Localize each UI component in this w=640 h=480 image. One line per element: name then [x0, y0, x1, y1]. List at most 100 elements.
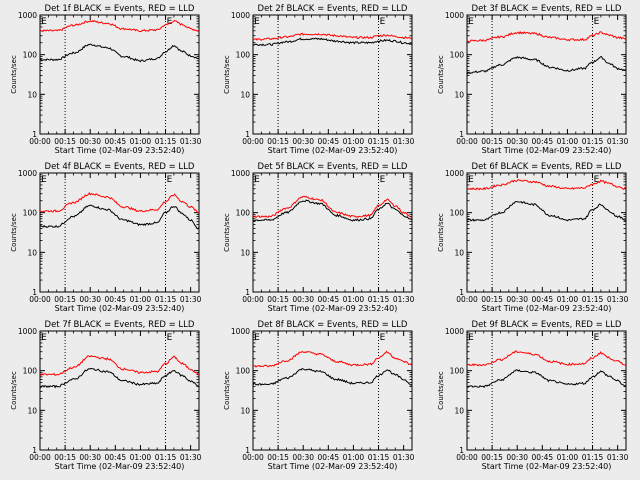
chart-panel-7: Det 7f BLACK = Events, RED = LLD 1 10 100 10… [10, 320, 202, 471]
x-tick-label: 00:45 [318, 137, 340, 146]
x-tick-label: 01:00 [130, 453, 152, 462]
x-axis-label: Start Time (02-Mar-09 23:52:40) [482, 146, 612, 155]
y-tick-label: 100 [450, 209, 465, 218]
x-tick-label: 01:00 [343, 295, 365, 304]
series-line-events [39, 367, 200, 389]
series-line-lld [252, 350, 413, 368]
x-tick-label: 01:30 [607, 295, 629, 304]
chart-panel-3: Det 3f BLACK = Events, RED = LLD 1 10 100 10… [437, 4, 629, 155]
marker-label: E [41, 175, 47, 185]
marker-label: E [594, 175, 600, 185]
series-line-lld [39, 19, 199, 33]
chart-title: Det 6f BLACK = Events, RED = LLD [472, 162, 622, 172]
series-line-lld [466, 30, 626, 43]
x-tick-label: 01:30 [393, 295, 415, 304]
x-tick-label: 00:15 [481, 137, 503, 146]
x-tick-label: 01:15 [368, 295, 390, 304]
y-tick-label: 1000 [18, 11, 37, 20]
x-tick-label: 00:30 [79, 453, 101, 462]
x-axis-label: Start Time (02-Mar-09 23:52:40) [55, 462, 185, 471]
x-tick-label: 01:30 [180, 137, 202, 146]
x-tick-label: 00:45 [532, 453, 554, 462]
y-tick-label: 100 [23, 51, 38, 60]
x-tick-label: 00:00 [456, 453, 478, 462]
y-tick-label: 100 [23, 367, 38, 376]
x-tick-label: 01:00 [557, 295, 579, 304]
x-tick-label: 00:45 [318, 295, 340, 304]
marker-label: E [380, 333, 386, 343]
series-line-events [252, 199, 412, 222]
y-tick-label: 1 [32, 446, 37, 455]
marker-label: E [41, 17, 47, 27]
x-tick-label: 00:45 [318, 453, 340, 462]
x-tick-label: 00:15 [54, 137, 76, 146]
x-axis-label: Start Time (02-Mar-09 23:52:40) [268, 304, 398, 313]
y-tick-label: 100 [236, 209, 251, 218]
x-tick-label: 00:15 [267, 137, 289, 146]
x-tick-label: 01:30 [393, 137, 415, 146]
y-tick-label: 1 [245, 446, 250, 455]
x-tick-label: 01:15 [582, 453, 604, 462]
marker-label: E [254, 17, 260, 27]
x-axis-label: Start Time (02-Mar-09 23:52:40) [55, 304, 185, 313]
y-tick-label: 1 [32, 288, 37, 297]
chart-title: Det 2f BLACK = Events, RED = LLD [258, 4, 408, 14]
chart-panel-8: Det 8f BLACK = Events, RED = LLD 1 10 100 10… [223, 320, 415, 471]
chart-title: Det 9f BLACK = Events, RED = LLD [472, 320, 622, 330]
series-line-events [252, 37, 413, 47]
y-tick-label: 10 [454, 90, 464, 99]
y-tick-label: 10 [454, 406, 464, 415]
chart-panel-1: Det 1f BLACK = Events, RED = LLD 1 10 100 10… [10, 4, 202, 155]
x-tick-label: 00:45 [532, 137, 554, 146]
x-tick-label: 01:00 [130, 137, 152, 146]
x-tick-label: 00:15 [481, 453, 503, 462]
y-tick-label: 10 [27, 90, 37, 99]
plot-frame [39, 14, 200, 135]
marker-label: E [594, 333, 600, 343]
y-tick-label: 1 [245, 130, 250, 139]
marker-label: E [167, 333, 173, 343]
x-tick-label: 00:00 [456, 137, 478, 146]
y-axis-label: Counts/sec [223, 55, 231, 94]
chart-title: Det 7f BLACK = Events, RED = LLD [45, 320, 195, 330]
marker-label: E [380, 175, 386, 185]
y-tick-label: 1 [459, 288, 464, 297]
x-axis-label: Start Time (02-Mar-09 23:52:40) [268, 462, 398, 471]
x-tick-label: 00:30 [79, 295, 101, 304]
x-tick-label: 01:15 [582, 137, 604, 146]
chart-title: Det 4f BLACK = Events, RED = LLD [45, 162, 195, 172]
series-line-events [39, 43, 199, 63]
x-axis-label: Start Time (02-Mar-09 23:52:40) [55, 146, 185, 155]
marker-label: E [254, 333, 260, 343]
x-tick-label: 01:30 [607, 453, 629, 462]
chart-panel-4: Det 4f BLACK = Events, RED = LLD 1 10 100 10… [10, 162, 202, 313]
y-axis-label: Counts/sec [223, 213, 231, 252]
chart-panel-5: Det 5f BLACK = Events, RED = LLD 1 10 100 10… [223, 162, 415, 313]
plot-frame [252, 330, 413, 451]
y-tick-label: 10 [454, 248, 464, 257]
x-tick-label: 00:30 [292, 453, 314, 462]
x-tick-label: 00:00 [242, 453, 264, 462]
y-tick-label: 100 [450, 367, 465, 376]
series-line-lld [252, 32, 412, 41]
chart-panel-9: Det 9f BLACK = Events, RED = LLD 1 10 100 10… [437, 320, 629, 471]
x-tick-label: 01:15 [368, 137, 390, 146]
y-axis-label: Counts/sec [437, 213, 445, 252]
x-tick-label: 00:30 [292, 295, 314, 304]
marker-label: E [468, 17, 474, 27]
y-tick-label: 100 [236, 51, 251, 60]
y-tick-label: 1 [459, 130, 464, 139]
marker-label: E [41, 333, 47, 343]
series-line-lld [466, 350, 626, 367]
x-tick-label: 01:00 [130, 295, 152, 304]
x-tick-label: 01:15 [155, 295, 177, 304]
x-tick-label: 00:00 [29, 137, 51, 146]
x-tick-label: 00:15 [267, 453, 289, 462]
y-tick-label: 100 [450, 51, 465, 60]
marker-label: E [468, 175, 474, 185]
x-tick-label: 00:00 [456, 295, 478, 304]
x-tick-label: 00:30 [506, 295, 528, 304]
x-tick-label: 00:00 [242, 295, 264, 304]
x-tick-label: 01:00 [343, 137, 365, 146]
